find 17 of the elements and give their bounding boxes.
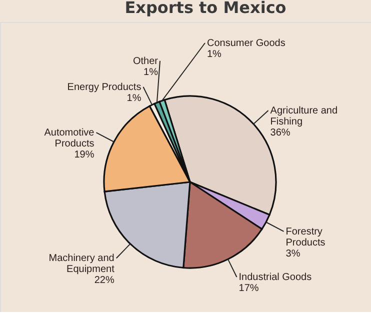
data-label: 36% xyxy=(270,128,290,139)
slice-label: Industrial Goods xyxy=(238,272,312,284)
slice-label: Automotive Products xyxy=(44,128,95,150)
data-label: 1% xyxy=(126,92,142,104)
data-label: 1% xyxy=(144,66,158,78)
slice-label: Forestry Products xyxy=(286,226,326,248)
data-label: 1% xyxy=(207,49,222,60)
slice-label: Consumer Goods xyxy=(207,38,286,49)
data-label: 19% xyxy=(74,150,94,161)
slice-label: Energy Products xyxy=(67,82,142,93)
data-label: 3% xyxy=(286,248,300,260)
data-label: 17% xyxy=(238,283,259,294)
slice-label: Machinery and Equipment xyxy=(48,253,115,276)
data-label: 22% xyxy=(94,275,114,286)
chart-title: Exports to Mexico xyxy=(124,0,286,17)
slice-label: Other xyxy=(132,56,159,67)
slice-label: Agriculture and Fishing xyxy=(270,106,338,128)
